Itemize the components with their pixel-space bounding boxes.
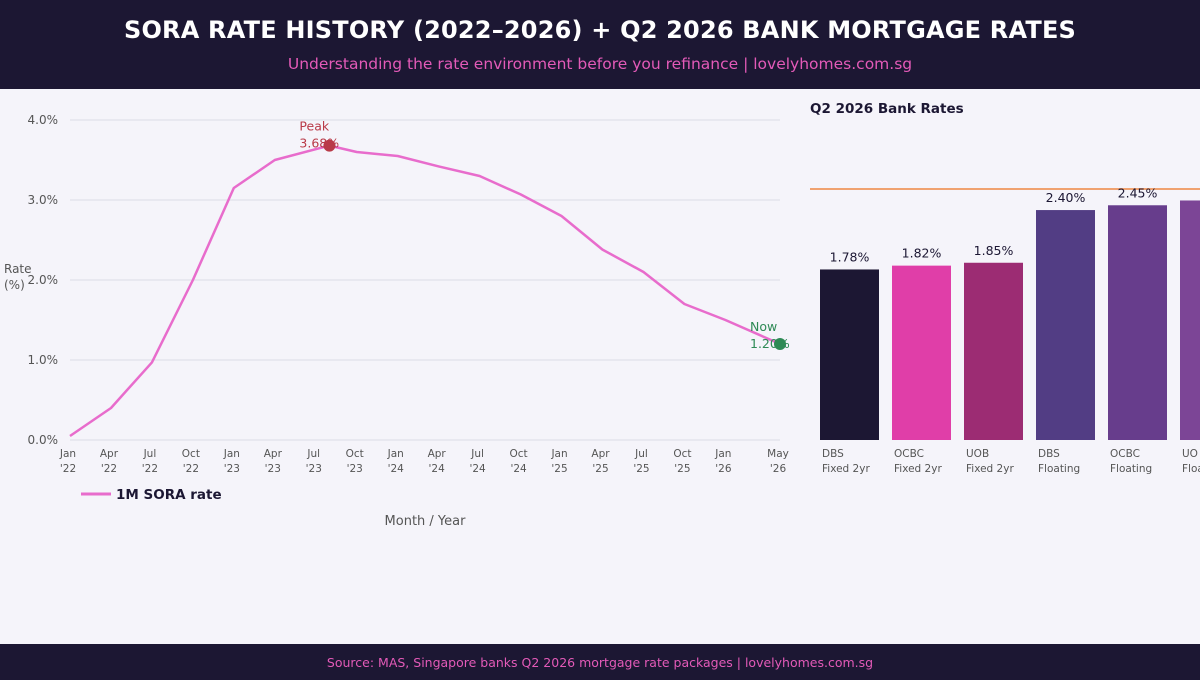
x-tick-month: Jan xyxy=(550,448,567,460)
x-tick-month: Oct xyxy=(509,448,527,460)
bar-category-type: Fixed 2yr xyxy=(966,463,1014,475)
bar-category-type: Fixed 2yr xyxy=(894,463,942,475)
x-tick-month: May xyxy=(767,448,789,460)
source-note: Source: MAS, Singapore banks Q2 2026 mor… xyxy=(326,655,874,670)
sora-line xyxy=(69,144,781,438)
bar-category-type: Floating xyxy=(1110,463,1152,475)
x-axis-label: Month / Year xyxy=(385,514,467,529)
bar-category-bank: OCBC xyxy=(1110,448,1140,460)
y-axis-label: (%) xyxy=(4,278,25,292)
bar-value-label: 2.40% xyxy=(1046,190,1086,205)
x-tick-year: '26 xyxy=(770,463,787,475)
x-tick-month: Oct xyxy=(182,448,200,460)
now-label: Now xyxy=(750,319,777,334)
x-tick-year: '26 xyxy=(715,463,732,475)
x-tick-year: '23 xyxy=(306,463,322,475)
now-value: 1.20% xyxy=(750,336,790,351)
bar xyxy=(892,265,951,440)
x-tick-year: '24 xyxy=(388,463,405,475)
legend-label: 1M SORA rate xyxy=(116,487,222,503)
header-banner: SORA RATE HISTORY (2022–2026) + Q2 2026 … xyxy=(0,0,1200,89)
bar-value-label: 1.82% xyxy=(902,246,942,261)
x-tick-month: Apr xyxy=(428,448,447,460)
x-tick-year: '22 xyxy=(183,463,199,475)
x-tick-year: '24 xyxy=(510,463,527,475)
y-tick-label: 2.0% xyxy=(28,273,59,287)
bar-category-bank: DBS xyxy=(822,448,844,460)
x-tick-month: Jan xyxy=(387,448,404,460)
x-tick-year: '22 xyxy=(101,463,117,475)
peak-marker xyxy=(323,139,336,152)
x-tick-month: Jan xyxy=(59,448,76,460)
bar-category-bank: OCBC xyxy=(894,448,924,460)
x-tick-year: '25 xyxy=(592,463,608,475)
x-tick-year: '23 xyxy=(265,463,281,475)
x-tick-month: Oct xyxy=(673,448,691,460)
now-marker xyxy=(774,338,786,350)
bar xyxy=(820,269,879,440)
x-tick-month: Apr xyxy=(264,448,283,460)
bar-chart-title: Q2 2026 Bank Rates xyxy=(810,101,964,117)
y-tick-label: 1.0% xyxy=(28,353,59,367)
bar xyxy=(1036,210,1095,440)
x-tick-month: Jan xyxy=(223,448,240,460)
x-tick-month: Jul xyxy=(470,448,484,460)
x-tick-year: '25 xyxy=(674,463,690,475)
x-tick-month: Jul xyxy=(634,448,648,460)
x-tick-year: '23 xyxy=(224,463,240,475)
peak-value: 3.68% xyxy=(299,136,339,151)
bar xyxy=(1108,205,1167,440)
y-axis-label: Rate xyxy=(4,262,32,276)
y-tick-label: 3.0% xyxy=(28,193,59,207)
x-tick-year: '23 xyxy=(347,463,363,475)
x-tick-month: Jul xyxy=(306,448,320,460)
bar-category-bank: UOB xyxy=(966,448,989,460)
bar-category-type: Fixed 2yr xyxy=(822,463,870,475)
x-tick-month: Apr xyxy=(100,448,119,460)
bar-category-bank: UO xyxy=(1182,448,1198,460)
x-tick-month: Jul xyxy=(143,448,157,460)
page-title: SORA RATE HISTORY (2022–2026) + Q2 2026 … xyxy=(123,16,1077,44)
x-tick-year: '24 xyxy=(429,463,446,475)
x-tick-year: '25 xyxy=(551,463,567,475)
x-tick-month: Jan xyxy=(714,448,731,460)
page-subtitle: Understanding the rate environment befor… xyxy=(287,55,913,73)
x-tick-year: '25 xyxy=(633,463,649,475)
x-tick-year: '22 xyxy=(142,463,158,475)
footer-banner: Source: MAS, Singapore banks Q2 2026 mor… xyxy=(0,644,1200,680)
peak-label: Peak xyxy=(299,119,329,134)
y-tick-label: 0.0% xyxy=(28,433,59,447)
bar xyxy=(1180,200,1200,440)
bar-category-bank: DBS xyxy=(1038,448,1060,460)
bar-value-label: 1.85% xyxy=(974,243,1014,258)
bar-value-label: 2.45% xyxy=(1118,185,1158,200)
bar-category-type: Floa xyxy=(1182,463,1200,475)
bar-value-label: 1.78% xyxy=(830,249,870,264)
y-tick-label: 4.0% xyxy=(28,113,59,127)
x-tick-month: Oct xyxy=(346,448,364,460)
bar xyxy=(964,262,1023,440)
bar-category-type: Floating xyxy=(1038,463,1080,475)
x-tick-month: Apr xyxy=(591,448,610,460)
x-tick-year: '22 xyxy=(60,463,76,475)
x-tick-year: '24 xyxy=(469,463,486,475)
